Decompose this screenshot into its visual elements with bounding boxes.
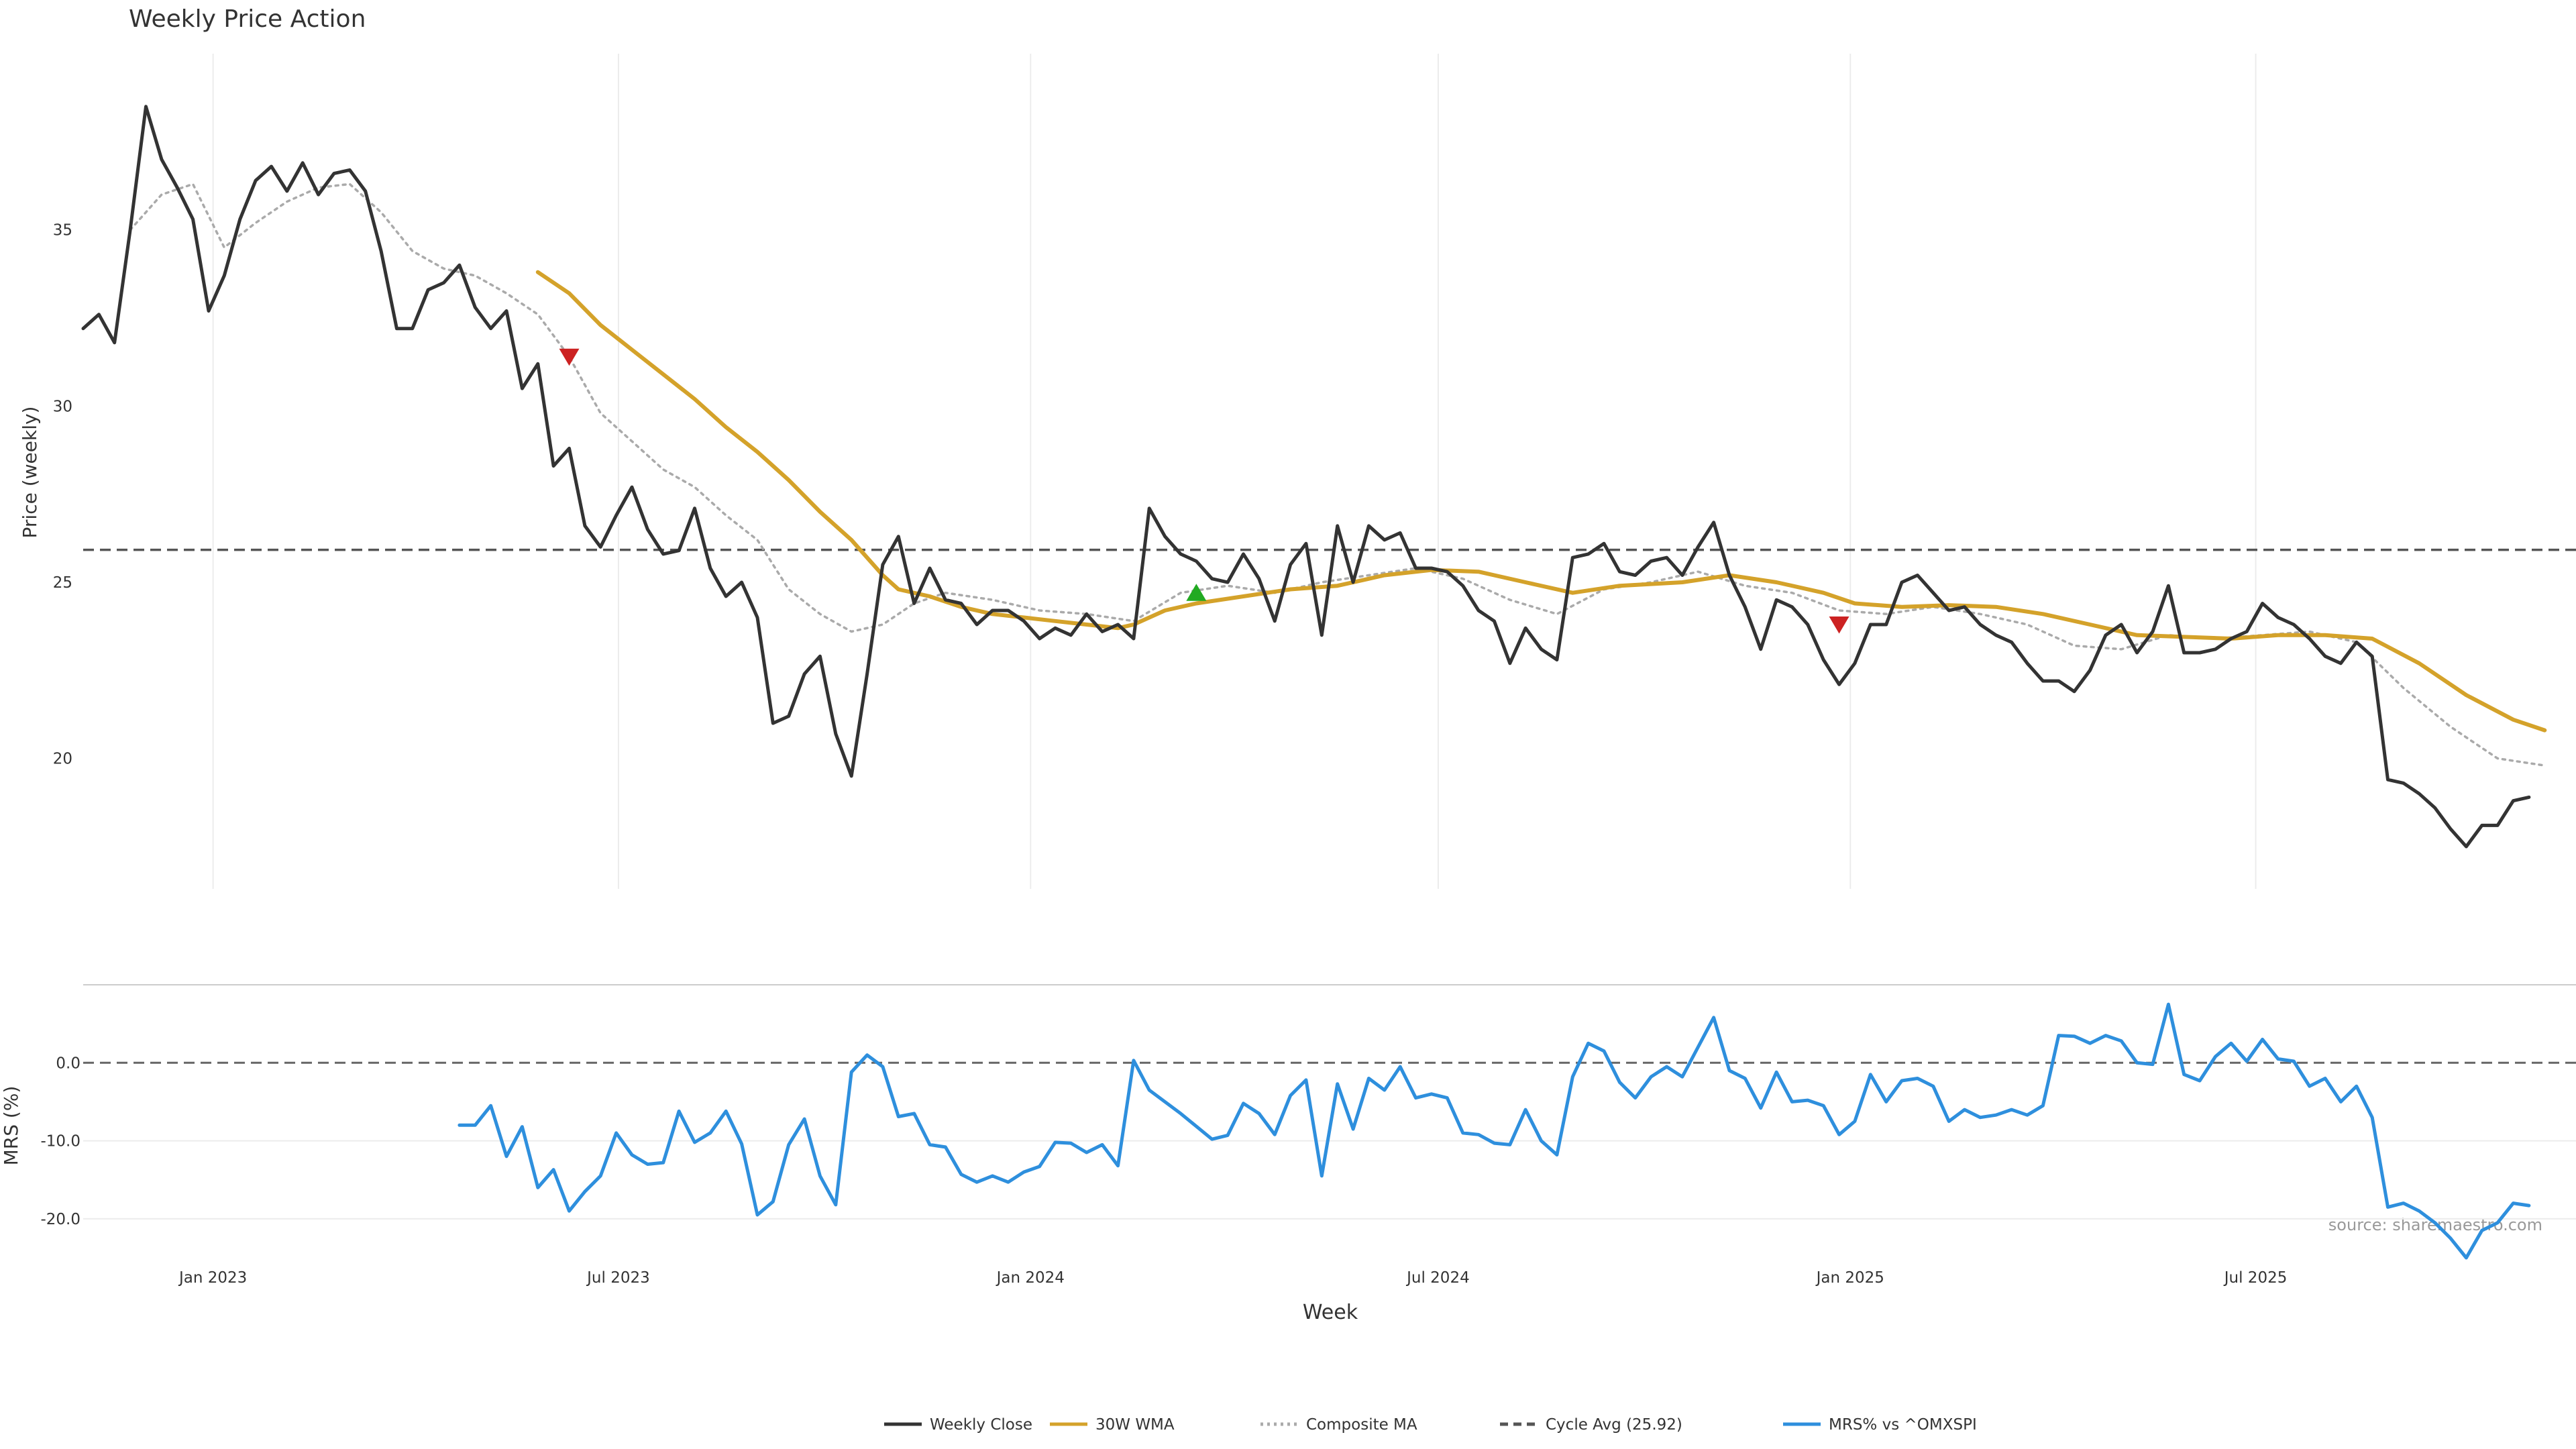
sell-signal-marker xyxy=(559,348,580,366)
series-line-composite-ma xyxy=(129,182,2546,767)
chart-legend: Weekly Close 30W WMA Composite MA Cycle Avg… xyxy=(884,1416,1977,1434)
price-y-tick-label: 30 xyxy=(53,398,72,415)
reference-lines-layer xyxy=(83,548,2576,1064)
sell-signal-marker xyxy=(1829,616,1849,634)
price-y-tick-label: 20 xyxy=(53,751,72,768)
buy-signal-marker xyxy=(1186,584,1207,601)
series-line-30w-wma xyxy=(535,270,2547,733)
legend-label-cycle-avg-25-92: Cycle Avg (25.92) xyxy=(1546,1416,1682,1434)
x-tick-label: Jan 2023 xyxy=(178,1269,247,1287)
x-tick-label: Jul 2025 xyxy=(2223,1269,2288,1287)
price-y-tick-label: 25 xyxy=(53,574,72,592)
mrs-y-tick-label: -10.0 xyxy=(40,1133,80,1150)
mrs-y-tick-label: -20.0 xyxy=(40,1211,80,1228)
legend-label-mrs-vs-omxspi: MRS% vs ^OMXSPI xyxy=(1829,1416,1977,1434)
legend-label-composite-ma: Composite MA xyxy=(1306,1416,1417,1434)
legend-label-weekly-close: Weekly Close xyxy=(930,1416,1032,1434)
x-tick-label: Jul 2024 xyxy=(1405,1269,1470,1287)
series-line-weekly-close xyxy=(81,105,2531,849)
x-tick-label: Jan 2024 xyxy=(996,1269,1065,1287)
chart-title: Weekly Price Action xyxy=(129,5,366,33)
price-y-tick-label: 35 xyxy=(53,222,72,239)
price-y-axis-title: Price (weekly) xyxy=(19,407,41,539)
signal-markers-layer xyxy=(559,348,1849,634)
series-layer xyxy=(81,105,2547,1260)
mrs-y-axis-title: MRS (%) xyxy=(0,1086,22,1166)
mrs-y-tick-label: 0.0 xyxy=(56,1055,80,1072)
series-line-mrs-vs-omxspi xyxy=(458,1002,2531,1260)
grid-layer xyxy=(83,54,2576,1220)
x-tick-label: Jul 2023 xyxy=(586,1269,650,1287)
legend-label-30w-wma: 30W WMA xyxy=(1095,1416,1175,1434)
x-tick-label: Jan 2025 xyxy=(1815,1269,1884,1287)
x-axis-title: Week xyxy=(1303,1301,1358,1324)
tick-labels-layer: Jan 2023 Jul 2023 Jan 2024 Jul 2024 Jan 2025… xyxy=(40,222,2287,1287)
